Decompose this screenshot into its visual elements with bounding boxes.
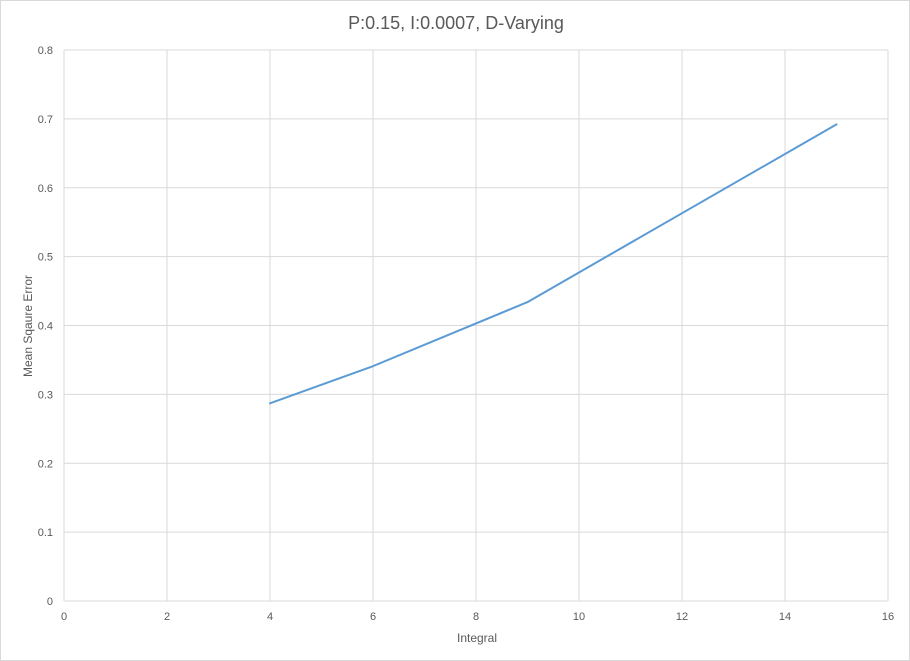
y-axis-label: Mean Sqaure Error bbox=[21, 275, 35, 377]
y-tick-label: 0.2 bbox=[38, 458, 53, 470]
x-tick-label: 16 bbox=[882, 611, 894, 623]
x-axis-label: Integral bbox=[457, 631, 497, 645]
y-tick-label: 0.6 bbox=[38, 183, 53, 195]
x-tick-label: 14 bbox=[779, 611, 791, 623]
x-tick-label: 12 bbox=[676, 611, 688, 623]
series-line bbox=[269, 123, 838, 405]
y-tick-label: 0.7 bbox=[38, 114, 53, 126]
x-tick-label: 10 bbox=[573, 611, 585, 623]
x-tick-label: 6 bbox=[370, 611, 376, 623]
y-tick-label: 0.8 bbox=[38, 45, 53, 57]
tick-labels: 0 2 4 6 8 10 12 14 16 0 0.1 0.2 0.3 0.4 0.5 0.6 0.7 0.8 bbox=[38, 45, 894, 623]
y-tick-label: 0.1 bbox=[38, 527, 53, 539]
y-tick-label: 0.3 bbox=[38, 389, 53, 401]
chart-title: P:0.15, I:0.0007, D-Varying bbox=[348, 13, 564, 33]
x-tick-label: 0 bbox=[61, 611, 67, 623]
x-tick-label: 2 bbox=[164, 611, 170, 623]
x-tick-label: 4 bbox=[267, 611, 273, 623]
y-tick-label: 0.4 bbox=[38, 321, 53, 333]
x-tick-label: 8 bbox=[473, 611, 479, 623]
gridlines bbox=[63, 49, 889, 602]
series-layer bbox=[269, 123, 838, 405]
y-tick-label: 0.5 bbox=[38, 252, 53, 264]
y-tick-label: 0 bbox=[47, 596, 53, 608]
